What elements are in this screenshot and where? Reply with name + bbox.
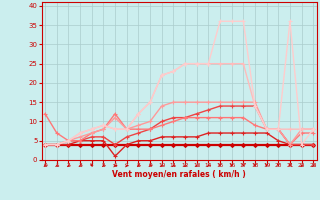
X-axis label: Vent moyen/en rafales ( km/h ): Vent moyen/en rafales ( km/h ) — [112, 170, 246, 179]
